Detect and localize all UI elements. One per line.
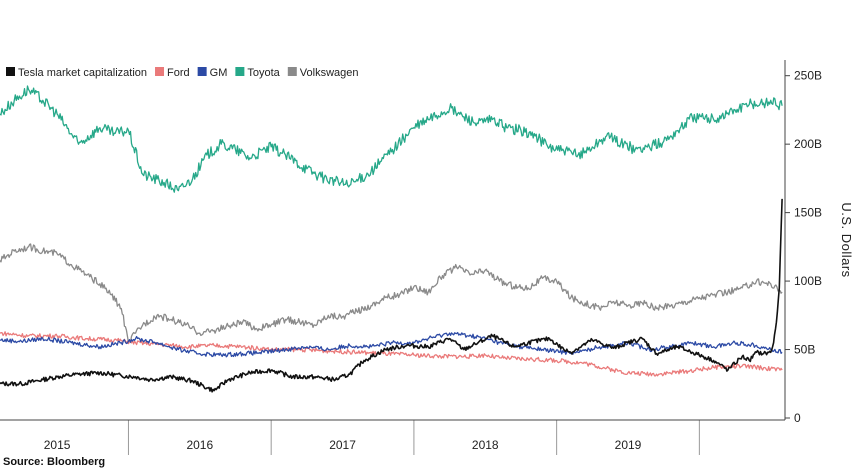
series-line-ford xyxy=(0,331,783,377)
legend-label-0: Tesla market capitalization xyxy=(18,67,147,79)
x-tick-label-2: 2017 xyxy=(329,438,356,452)
legend-swatch-1 xyxy=(155,67,165,76)
x-tick-label-0: 2015 xyxy=(44,438,71,452)
y-tick-label-1: 50B xyxy=(794,343,815,357)
legend-swatch-4 xyxy=(287,67,297,76)
x-tick-label-4: 2019 xyxy=(615,438,642,452)
legend-swatch-0 xyxy=(6,67,15,76)
y-tick-label-5: 250B xyxy=(794,69,822,83)
y-tick-label-2: 100B xyxy=(794,274,822,288)
axes: 0 50B 100B 150B 200B 250B 2015 2016 2017 2018 2019 xyxy=(0,60,822,452)
x-tick-label-3: 2018 xyxy=(472,438,499,452)
legend-label-2: GM xyxy=(210,67,228,79)
series-lines xyxy=(0,85,783,393)
source-note: Source: Bloomberg xyxy=(3,456,106,468)
x-tick-label-1: 2016 xyxy=(186,438,213,452)
chart-legend: Tesla market capitalization Ford GM Toyota V… xyxy=(6,67,359,79)
y-tick-label-3: 150B xyxy=(794,206,822,220)
y-tick-label-0: 0 xyxy=(794,411,801,425)
legend-swatch-2 xyxy=(197,67,207,76)
legend-label-4: Volkswagen xyxy=(300,67,359,79)
series-line-volkswagen xyxy=(0,243,783,344)
year-separators xyxy=(127,420,700,455)
y-axis-label: U.S. Dollars xyxy=(839,202,854,277)
series-line-tesla-market-capitalization xyxy=(0,198,783,393)
series-line-gm xyxy=(0,331,783,358)
series-line-toyota xyxy=(0,85,783,193)
legend-label-3: Toyota xyxy=(247,67,280,79)
legend-swatch-3 xyxy=(235,67,245,76)
legend-label-1: Ford xyxy=(167,67,190,79)
y-tick-label-4: 200B xyxy=(794,137,822,151)
